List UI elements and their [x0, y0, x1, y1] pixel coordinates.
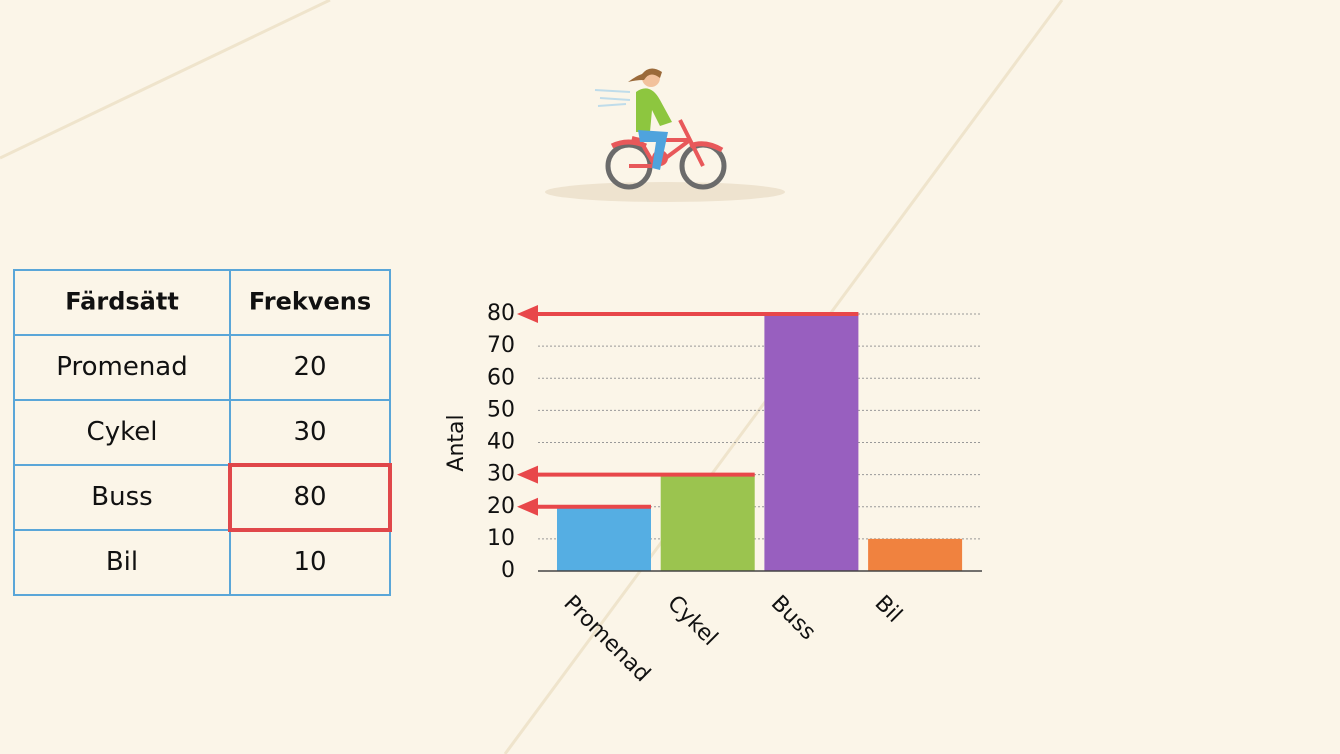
bar: [868, 538, 963, 571]
highlight-box: [228, 463, 392, 532]
pointer-arrowhead: [517, 305, 538, 323]
x-tick-label: Bil: [870, 591, 907, 628]
table-cell: Cykel: [87, 417, 158, 447]
y-tick-label: 80: [487, 301, 515, 326]
table-cell: Bil: [106, 547, 138, 577]
y-tick-label: 0: [501, 558, 515, 583]
y-tick-label: 70: [487, 333, 515, 358]
y-tick-label: 40: [487, 430, 515, 455]
y-tick-label: 10: [487, 526, 515, 551]
table-header: Frekvens: [249, 288, 371, 316]
bar-chart: 0 10 20 30 40 50 60 70 80 Antal Promenad Cykel Buss B…: [444, 301, 982, 687]
y-axis-label: Antal: [444, 414, 469, 471]
table-header: Färdsätt: [65, 288, 179, 316]
bar: [764, 314, 859, 571]
pointer-arrowhead: [517, 465, 538, 484]
bar: [660, 474, 755, 571]
x-tick-label: Cykel: [662, 591, 722, 651]
table-cell: Promenad: [56, 352, 188, 382]
y-tick-label: 60: [487, 365, 515, 390]
bar: [557, 506, 651, 571]
x-tick-label: Buss: [766, 591, 820, 645]
table-cell: 10: [293, 547, 326, 577]
bg-line: [0, 0, 331, 160]
y-tick-label: 20: [487, 494, 515, 519]
y-tick-label: 30: [487, 462, 515, 487]
table-border: [13, 269, 391, 596]
x-tick-label: Promenad: [559, 591, 655, 687]
table-cell: 20: [293, 352, 326, 382]
table-cell: Buss: [91, 482, 152, 512]
cyclist-illustration: [545, 68, 785, 202]
y-tick-label: 50: [487, 397, 515, 422]
table-cell: 30: [293, 417, 326, 447]
pointer-arrowhead: [517, 497, 538, 516]
table-cell: 80: [293, 482, 326, 512]
frequency-table: Färdsätt Frekvens Promenad 20 Cykel 30 Buss 80 B…: [13, 269, 392, 596]
